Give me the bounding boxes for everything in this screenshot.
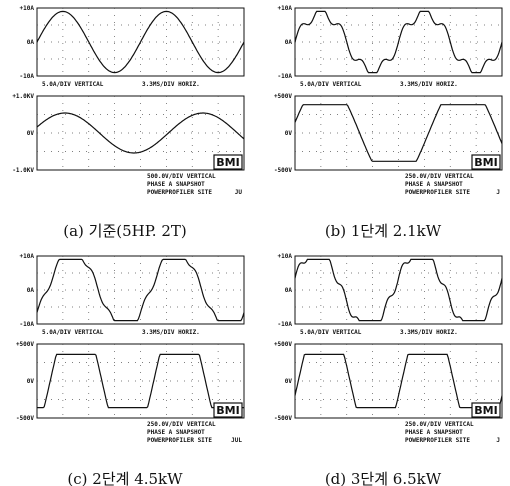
caption: (d) 3단계 6.5kW	[325, 470, 442, 486]
y-label: +10A	[20, 253, 35, 260]
y-label: -1.0KV	[12, 167, 34, 174]
logo: BMI	[474, 404, 497, 417]
scale-text: 5.0A/DIV VERTICAL	[300, 329, 362, 336]
y-label: +500V	[274, 93, 292, 100]
logo: BMI	[216, 156, 239, 169]
y-label: 0A	[285, 39, 293, 46]
y-label: +1.0KV	[12, 93, 34, 100]
info-text: PHASE A SNAPSHOT	[405, 429, 463, 436]
info-text: PHASE A SNAPSHOT	[147, 181, 205, 188]
y-label: -10A	[20, 321, 35, 328]
y-label: +500V	[16, 341, 34, 348]
figure: +10A 0A -10A 5.0A/DIV VERTICAL 3.3MS/DIV HOR…	[0, 0, 510, 486]
y-label: 0A	[285, 287, 293, 294]
y-label: +10A	[20, 5, 35, 12]
scale-text: 3.3MS/DIV HORIZ.	[142, 329, 200, 336]
y-label: 0V	[27, 378, 35, 385]
logo: BMI	[216, 404, 239, 417]
y-label: 0V	[27, 130, 35, 137]
y-label: -10A	[278, 73, 293, 80]
scale-text: 3.3MS/DIV HORIZ.	[142, 81, 200, 88]
y-label: -500V	[274, 415, 292, 422]
scale-text: 5.0A/DIV VERTICAL	[42, 329, 104, 336]
info-text: 250.0V/DIV VERTICAL	[147, 421, 216, 428]
info-text: POWERPROFILER SITE	[147, 437, 212, 444]
caption: (b) 1단계 2.1kW	[325, 222, 442, 240]
caption: (a) 기준(5HP. 2T)	[63, 222, 186, 240]
side-text: JUL	[231, 437, 242, 444]
info-text: 250.0V/DIV VERTICAL	[405, 173, 474, 180]
caption: (c) 2단계 4.5kW	[67, 470, 183, 486]
y-label: +500V	[274, 341, 292, 348]
y-label: 0V	[285, 130, 293, 137]
info-text: POWERPROFILER SITE	[147, 189, 212, 196]
info-text: PHASE A SNAPSHOT	[405, 181, 463, 188]
scale-text: 3.3MS/DIV HORIZ.	[400, 81, 458, 88]
info-text: PHASE A SNAPSHOT	[147, 429, 205, 436]
y-label: 0A	[27, 39, 35, 46]
info-text: POWERPROFILER SITE	[405, 189, 470, 196]
y-label: -500V	[16, 415, 34, 422]
y-label: +10A	[278, 253, 293, 260]
y-label: 0V	[285, 378, 293, 385]
y-label: -10A	[278, 321, 293, 328]
side-text: JU	[235, 189, 243, 196]
y-label: -500V	[274, 167, 292, 174]
info-text: 250.0V/DIV VERTICAL	[405, 421, 474, 428]
scale-text: 3.3MS/DIV HORIZ.	[400, 329, 458, 336]
info-text: 500.0V/DIV VERTICAL	[147, 173, 216, 180]
y-label: -10A	[20, 73, 35, 80]
side-text: J	[496, 189, 500, 196]
y-label: 0A	[27, 287, 35, 294]
scale-text: 5.0A/DIV VERTICAL	[300, 81, 362, 88]
info-text: POWERPROFILER SITE	[405, 437, 470, 444]
y-label: +10A	[278, 5, 293, 12]
side-text: J	[496, 437, 500, 444]
scale-text: 5.0A/DIV VERTICAL	[42, 81, 104, 88]
logo: BMI	[474, 156, 497, 169]
